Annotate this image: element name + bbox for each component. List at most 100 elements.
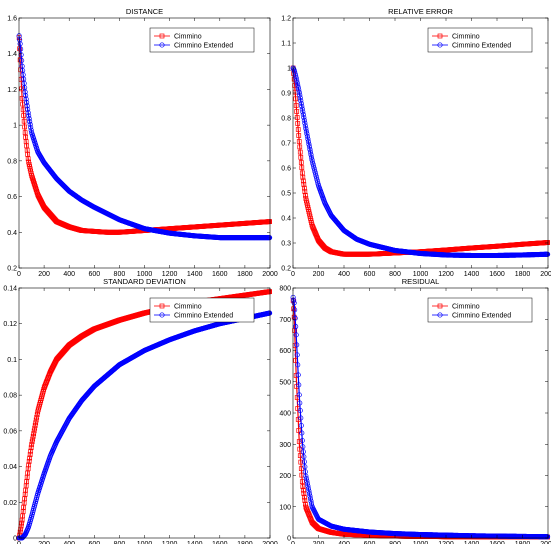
data-point (296, 382, 302, 388)
data-point (26, 113, 32, 119)
data-point (30, 177, 36, 183)
data-point (314, 233, 319, 239)
x-tick-label: 2000 (262, 541, 278, 544)
chart-title: DISTANCE (126, 7, 163, 16)
data-point (300, 112, 306, 118)
data-point (28, 445, 34, 451)
data-point (295, 362, 301, 368)
data-point (299, 437, 305, 444)
data-point (295, 121, 301, 126)
series-cimmino-extended (290, 65, 551, 259)
x-tick-label: 600 (88, 271, 100, 278)
y-tick-label: 400 (279, 411, 291, 418)
data-point (298, 422, 304, 429)
data-point (310, 225, 316, 230)
data-point (307, 493, 313, 499)
data-point (304, 133, 310, 140)
legend-marker (159, 312, 165, 318)
data-point (22, 124, 27, 130)
legend-box (427, 297, 533, 323)
data-point (311, 227, 317, 233)
y-tick-label: 500 (279, 379, 291, 386)
data-point (300, 174, 306, 180)
data-point (297, 453, 303, 458)
legend-label: Cimmino (452, 34, 480, 41)
series-markers (290, 294, 551, 540)
legend-marker (159, 303, 165, 309)
data-point (293, 323, 299, 330)
y-tick-label: 1.1 (281, 41, 291, 48)
data-point (293, 96, 299, 102)
data-point (298, 415, 304, 421)
y-tick-label: 0.4 (281, 216, 291, 223)
plot-background (19, 288, 270, 538)
data-point (267, 310, 273, 316)
data-point (31, 431, 37, 436)
data-point (21, 118, 27, 124)
x-tick-label: 400 (338, 271, 350, 278)
data-point (299, 103, 305, 109)
legend-label: Cimmino Extended (174, 43, 233, 50)
y-tick-label: 0 (13, 536, 17, 543)
data-point (304, 478, 310, 484)
data-point (22, 130, 28, 135)
x-tick-label: 1000 (413, 541, 429, 544)
data-point (297, 144, 303, 150)
data-point (305, 136, 311, 142)
data-point (291, 306, 296, 312)
legend-entry-cimmino: Cimmino (432, 304, 480, 311)
data-point (312, 230, 318, 235)
x-tick-label: 200 (38, 541, 50, 544)
data-point (294, 80, 300, 86)
data-point (297, 446, 303, 452)
data-point (27, 119, 33, 125)
y-tick-label: 0.2 (7, 266, 17, 273)
y-tick-label: 0.3 (281, 241, 291, 248)
data-point (293, 332, 299, 338)
data-point (302, 189, 308, 195)
data-point (33, 420, 39, 426)
data-point (295, 417, 301, 422)
data-point (29, 442, 35, 447)
data-point (33, 187, 39, 193)
data-point (300, 178, 306, 184)
series-markers (16, 33, 273, 241)
data-point (298, 160, 304, 165)
legend-label: Cimmino (174, 34, 202, 41)
y-tick-label: 0.1 (7, 357, 17, 364)
data-point (294, 109, 300, 114)
chart-residual: 0 200 400 600 800 1000 1200 1400 1600 1800 2000 0 10… (279, 277, 551, 544)
chart-distance: 0 200 400 600 800 1000 1200 1400 1600 1800 2000 0.2… (7, 7, 278, 278)
y-tick-label: 1.4 (7, 51, 17, 58)
data-point (29, 174, 35, 180)
data-point (27, 121, 33, 127)
data-point (23, 96, 29, 102)
data-point (306, 144, 312, 150)
y-tick-label: 0.9 (281, 91, 291, 98)
x-tick-label: 400 (63, 541, 75, 544)
data-point (33, 417, 39, 423)
y-tick-label: 1 (287, 66, 291, 73)
data-point (301, 491, 307, 496)
x-tick-label: 1400 (464, 271, 480, 278)
data-point (310, 224, 315, 229)
y-tick-label: 0.7 (281, 141, 291, 148)
y-tick-label: 300 (279, 442, 291, 449)
x-tick-label: 1800 (237, 271, 253, 278)
series-markers (16, 35, 272, 235)
legend-label: Cimmino Extended (452, 43, 511, 50)
x-tick-label: 0 (291, 271, 295, 278)
legend-label: Cimmino (452, 304, 480, 311)
data-point (267, 289, 272, 294)
data-point (30, 436, 36, 442)
legend-marker (159, 42, 165, 48)
data-point (311, 226, 316, 232)
x-tick-label: 800 (389, 271, 401, 278)
series-cimmino (16, 35, 272, 235)
data-point (300, 444, 306, 450)
data-point (300, 487, 306, 493)
legend-box (149, 27, 255, 53)
x-tick-label: 1000 (413, 271, 429, 278)
x-tick-label: 0 (17, 271, 21, 278)
